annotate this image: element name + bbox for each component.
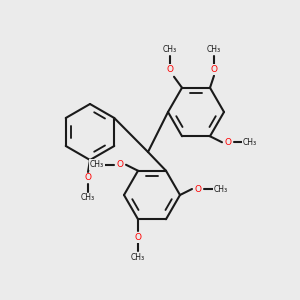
Text: CH₃: CH₃ bbox=[207, 45, 221, 54]
Text: O: O bbox=[116, 160, 124, 169]
Text: O: O bbox=[85, 173, 92, 182]
Text: CH₃: CH₃ bbox=[214, 184, 228, 194]
Text: O: O bbox=[194, 184, 202, 194]
Text: CH₃: CH₃ bbox=[163, 45, 177, 54]
Text: CH₃: CH₃ bbox=[90, 160, 104, 169]
Text: CH₃: CH₃ bbox=[81, 194, 95, 202]
Text: O: O bbox=[167, 65, 173, 74]
Text: O: O bbox=[134, 233, 142, 242]
Text: O: O bbox=[224, 138, 232, 147]
Text: CH₃: CH₃ bbox=[243, 138, 257, 147]
Text: CH₃: CH₃ bbox=[131, 253, 145, 262]
Text: O: O bbox=[211, 65, 218, 74]
